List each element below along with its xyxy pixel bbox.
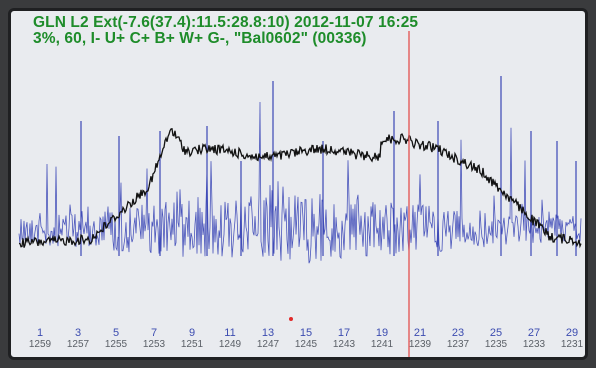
tick-label: 9 1251	[181, 327, 203, 351]
tick-index: 29	[565, 327, 579, 339]
tick-value: 1259	[28, 339, 52, 350]
tick-index: 7	[150, 327, 158, 339]
header-line-1: GLN L2 Ext(-7.6(37.4):11.5:28.8:10) 2012…	[33, 14, 419, 31]
plot-frame: GLN L2 Ext(-7.6(37.4):11.5:28.8:10) 2012…	[8, 8, 588, 360]
tick-label: 27 1233	[523, 327, 545, 351]
tick-label: 13 1247	[257, 327, 279, 351]
tick-label: 5 1255	[105, 327, 127, 351]
tick-label: 21 1239	[409, 327, 431, 351]
tick-index: 13	[261, 327, 275, 339]
tick-value: 1235	[484, 339, 508, 350]
tick-value: 1237	[446, 339, 470, 350]
tick-index: 15	[299, 327, 313, 339]
tick-index: 5	[112, 327, 120, 339]
tick-value: 1241	[370, 339, 394, 350]
tick-label: 7 1253	[143, 327, 165, 351]
tick-value: 1249	[218, 339, 242, 350]
x-axis-ticks: 1 1259 3 1257 5 1255 7 1253 9 1251 11 1249 13 1247 15 1…	[11, 311, 585, 351]
tick-index: 27	[527, 327, 541, 339]
tick-value: 1255	[104, 339, 128, 350]
tick-value: 1231	[560, 339, 584, 350]
tick-label: 19 1241	[371, 327, 393, 351]
blue-trace	[18, 101, 582, 264]
tick-index: 11	[224, 327, 236, 339]
tick-index: 25	[489, 327, 503, 339]
tick-value: 1253	[142, 339, 166, 350]
plot-header: GLN L2 Ext(-7.6(37.4):11.5:28.8:10) 2012…	[33, 15, 418, 47]
tick-index: 21	[413, 327, 427, 339]
tick-value: 1243	[332, 339, 356, 350]
tick-index: 3	[74, 327, 82, 339]
tick-value: 1245	[294, 339, 318, 350]
tick-index: 19	[375, 327, 389, 339]
tick-value: 1233	[522, 339, 546, 350]
tick-value: 1257	[66, 339, 90, 350]
header-line-2: 3%, 60, I- U+ C+ B+ W+ G-, "Bal0602" (00…	[33, 30, 367, 47]
tick-label: 25 1235	[485, 327, 507, 351]
tick-label: 3 1257	[67, 327, 89, 351]
tick-index: 23	[451, 327, 465, 339]
tick-label: 17 1243	[333, 327, 355, 351]
tick-label: 15 1245	[295, 327, 317, 351]
tick-label: 11 1249	[219, 327, 241, 351]
tick-value: 1239	[408, 339, 432, 350]
tick-value: 1247	[256, 339, 280, 350]
black-trace	[18, 128, 582, 249]
tick-index: 17	[337, 327, 351, 339]
tick-index: 1	[36, 327, 44, 339]
red-dot-marker	[289, 317, 293, 321]
tick-label: 23 1237	[447, 327, 469, 351]
tick-label: 1 1259	[29, 327, 51, 351]
tick-index: 9	[188, 327, 196, 339]
signal-plot	[18, 31, 582, 357]
tick-value: 1251	[180, 339, 204, 350]
tick-label: 29 1231	[561, 327, 583, 351]
